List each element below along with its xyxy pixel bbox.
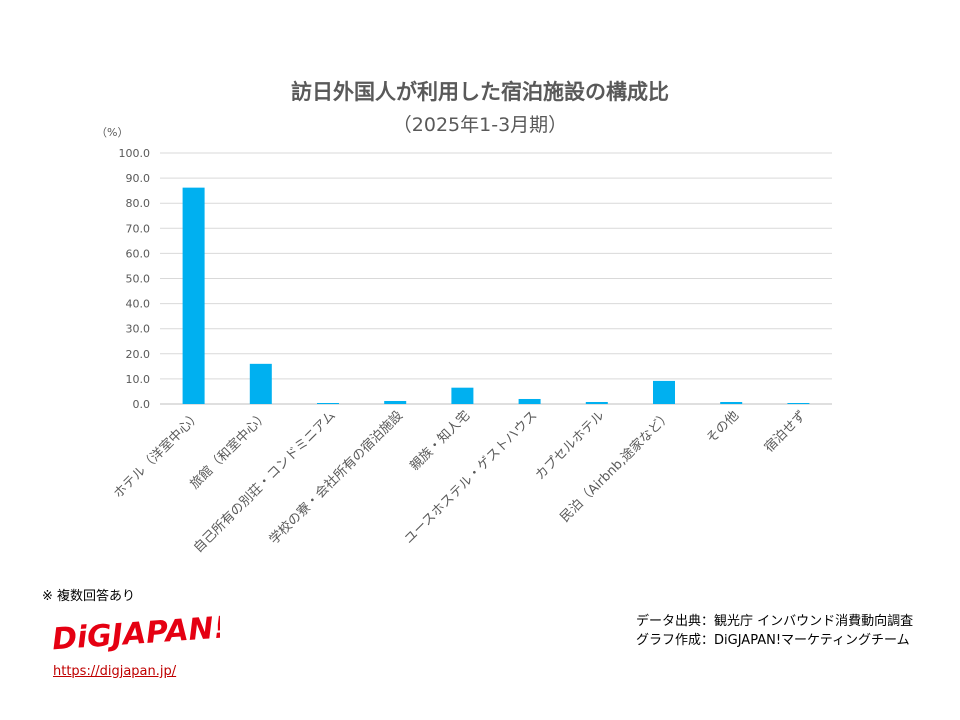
multiple-answers-note: ※ 複数回答あり: [42, 589, 136, 604]
y-tick-label: 100.0: [119, 147, 151, 160]
x-axis-labels: ホテル（洋室中心）旅館（和室中心）自己所有の別荘・コンドミニアム学校の寮・会社所…: [110, 408, 809, 557]
bar: [451, 387, 474, 404]
chart-subtitle: （2025年1-3月期）: [392, 114, 568, 136]
chart-title: 訪日外国人が利用した宿泊施設の構成比: [291, 80, 669, 104]
bar: [653, 380, 675, 404]
logo-text: DiGJAPAN!: [51, 610, 220, 657]
y-tick-label: 0.0: [133, 398, 151, 411]
bar: [787, 402, 810, 404]
y-tick-label: 50.0: [126, 273, 151, 286]
y-tick-label: 40.0: [126, 298, 151, 311]
chart-author: グラフ作成：DiGJAPAN!マーケティングチーム: [636, 633, 910, 648]
y-tick-label: 60.0: [126, 247, 151, 260]
x-tick-label: 民泊（Airbnb,途家など）: [557, 408, 675, 526]
y-axis-unit-label: （%）: [96, 126, 128, 139]
bar: [182, 187, 205, 404]
data-source: データ出典：観光庁 インバウンド消費動向調査: [636, 614, 914, 629]
x-tick-label: カプセルホテル: [533, 408, 608, 483]
gridlines: [160, 152, 832, 405]
x-tick-label: 学校の寮・会社所有の宿泊施設: [266, 408, 406, 548]
y-axis-ticks: 100.0 90.0 80.0 70.0 60.0 50.0 40.0 30.0 20.0 10.…: [119, 147, 151, 411]
x-tick-label: ホテル（洋室中心）: [110, 408, 204, 502]
y-tick-label: 80.0: [126, 197, 151, 210]
bar: [720, 401, 743, 404]
y-tick-label: 30.0: [126, 323, 151, 336]
website-link[interactable]: https://digjapan.jp/: [53, 664, 177, 679]
bar: [585, 401, 608, 404]
x-tick-label: 自己所有の別荘・コンドミニアム: [191, 408, 339, 556]
x-tick-label: ユースホステル・ゲストハウス: [402, 408, 541, 547]
bars: [182, 187, 810, 404]
x-tick-label: 親族・知人宅: [407, 408, 473, 474]
bar: [384, 400, 407, 404]
x-tick-label: その他: [704, 408, 742, 446]
digjapan-logo: DiGJAPAN!: [51, 610, 220, 657]
y-tick-label: 90.0: [126, 172, 151, 185]
credits: データ出典：観光庁 インバウンド消費動向調査 グラフ作成：DiGJAPAN!マー…: [636, 612, 913, 650]
bar: [249, 363, 272, 404]
bar: [518, 398, 541, 404]
y-tick-label: 20.0: [126, 348, 151, 361]
y-tick-label: 10.0: [126, 373, 151, 386]
y-tick-label: 70.0: [126, 222, 151, 235]
x-tick-label: 宿泊せず: [761, 408, 809, 456]
bar: [317, 402, 339, 404]
